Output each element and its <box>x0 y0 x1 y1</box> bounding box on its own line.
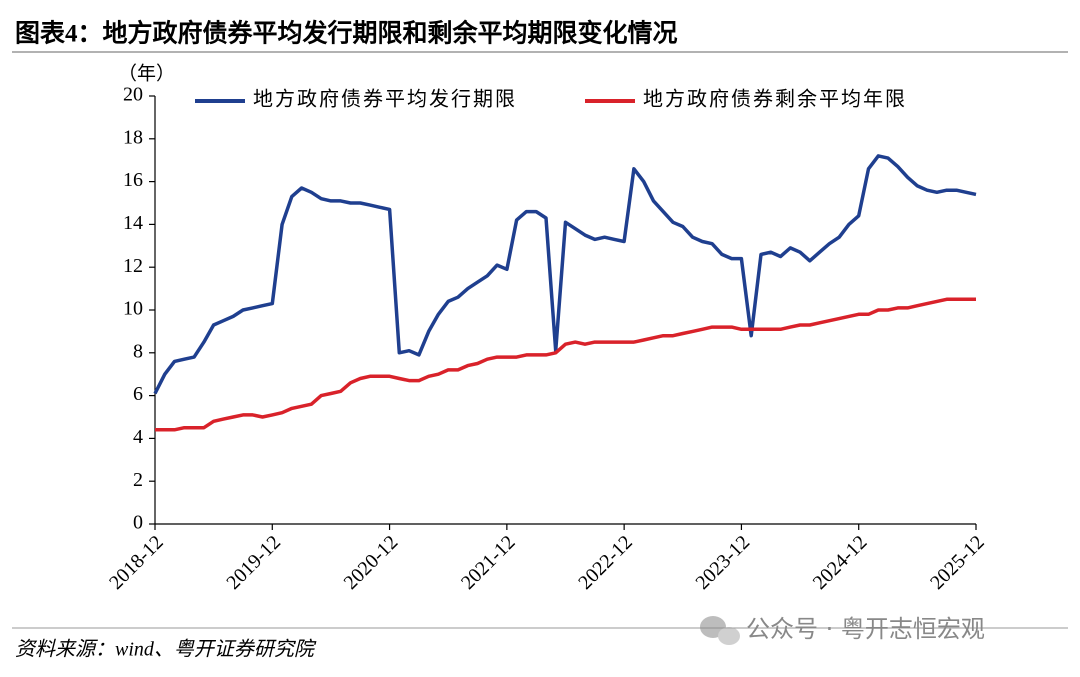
y-tick-label: 20 <box>123 84 143 106</box>
y-tick-label: 0 <box>133 512 143 534</box>
y-tick-label: 4 <box>133 426 143 448</box>
x-tick-label: 2021-12 <box>457 531 520 594</box>
x-tick-label: 2019-12 <box>222 531 285 594</box>
y-axis-label: （年） <box>118 62 175 84</box>
y-tick-label: 8 <box>133 340 143 362</box>
y-tick-label: 18 <box>123 126 143 148</box>
x-tick-label: 2018-12 <box>105 531 168 594</box>
series-line <box>155 297 976 432</box>
x-tick-label: 2023-12 <box>692 531 755 594</box>
legend-label: 地方政府债券剩余平均年限 <box>643 88 907 111</box>
y-tick-label: 12 <box>123 255 143 277</box>
watermark: 公众号 · 粤开志恒宏观 <box>746 615 985 643</box>
y-tick-label: 14 <box>123 212 143 234</box>
y-tick-label: 10 <box>123 298 143 320</box>
y-tick-label: 2 <box>133 469 143 491</box>
series-line <box>153 154 977 395</box>
legend-label: 地方政府债券平均发行期限 <box>253 88 517 111</box>
y-tick-label: 16 <box>123 169 143 191</box>
x-tick-label: 2025-12 <box>926 531 989 594</box>
x-tick-label: 2020-12 <box>340 531 403 594</box>
source-note: 资料来源：wind、粤开证券研究院 <box>15 639 317 661</box>
chart-title: 图表4：地方政府债券平均发行期限和剩余平均期限变化情况 <box>15 19 678 48</box>
watermark-icon <box>700 616 740 645</box>
x-tick-label: 2024-12 <box>809 531 872 594</box>
y-tick-label: 6 <box>133 383 143 405</box>
x-tick-label: 2022-12 <box>574 531 637 594</box>
